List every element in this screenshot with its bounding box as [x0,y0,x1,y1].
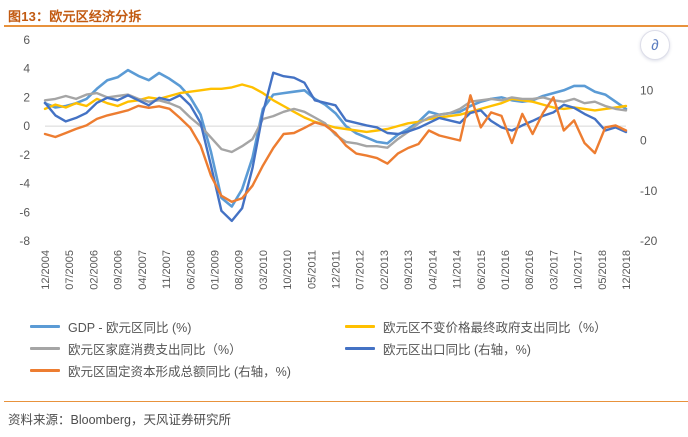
x-axis-label: 10/2017 [573,250,585,290]
legend: GDP - 欧元区同比 (%) 欧元区不变价格最终政府支出同比（%） 欧元区家庭消费… [30,318,678,379]
series-line [43,94,628,204]
x-axis-label: 06/2008 [185,250,197,290]
left-axis-tick: -4 [19,177,30,191]
x-axis-label: 02/2013 [379,250,391,290]
x-axis-label: 04/2014 [427,250,439,290]
right-axis-tick: -20 [640,234,658,248]
left-axis-tick: -6 [19,205,30,219]
x-axis-label: 05/2018 [597,250,609,290]
data-source: 资料来源：Bloomberg，天风证券研究所 [8,413,231,427]
right-axis-tick: 0 [640,134,647,148]
x-axis-label: 07/2005 [64,250,76,290]
left-axis-tick: -8 [19,234,30,248]
legend-item: 欧元区家庭消费支出同比（%） [30,340,345,357]
left-axis-tick: 6 [23,33,30,47]
legend-item: 欧元区出口同比 (右轴，%) [345,340,678,357]
left-axis-tick: -2 [19,148,30,162]
link-icon-glyph: ∂ [651,36,659,54]
legend-item: 欧元区不变价格最终政府支出同比（%） [345,318,678,335]
legend-item: 欧元区固定资本形成总额同比 (右轴，%) [30,362,345,379]
x-axis-label: 12/2018 [621,250,633,290]
left-axis-tick: 4 [23,62,30,76]
x-axis-label: 08/2009 [234,250,246,290]
x-axis-label: 10/2010 [282,250,294,290]
x-axis-label: 01/2009 [209,250,221,290]
legend-item-label: GDP - 欧元区同比 (%) [68,320,192,335]
legend-item-label: 欧元区家庭消费支出同比（%） [68,342,242,357]
series-line [43,71,628,223]
legend-item-label: 欧元区不变价格最终政府支出同比（%） [383,320,607,335]
legend-marker [345,324,375,328]
x-axis-label: 06/2015 [476,250,488,290]
legend-item: GDP - 欧元区同比 (%) [30,318,345,335]
x-axis-label: 12/2004 [40,250,52,290]
x-axis-label: 12/2011 [331,250,343,289]
line-chart: 6 4 2 0 -2 -4 -6 -8 10 0 -10 -20 12/2004 07/2005 02/20… [19,33,658,290]
x-axis-label: 08/2016 [524,250,536,290]
series-line [43,68,628,208]
x-axis-label: 11/2007 [161,250,173,289]
legend-item-label: 欧元区出口同比 (右轴，%) [383,342,531,357]
title-underline [4,25,688,27]
legend-item-label: 欧元区固定资本形成总额同比 (右轴，%) [68,364,291,379]
legend-marker [30,346,60,350]
x-axis-label: 03/2017 [548,250,560,290]
x-axis-label: 01/2016 [500,250,512,290]
chart-area: 6 4 2 0 -2 -4 -6 -8 10 0 -10 -20 12/2004 07/2005 02/20… [0,30,688,312]
right-axis-tick: -10 [640,184,658,198]
floating-link-icon[interactable]: ∂ [640,30,670,60]
x-axis-label: 02/2006 [88,250,100,290]
x-axis-label: 03/2010 [258,250,270,290]
right-axis-tick: 10 [640,83,654,97]
x-axis-label: 07/2012 [355,250,367,290]
x-axis-label: 05/2011 [306,250,318,289]
figure-title: 图13：欧元区经济分拆 [8,9,142,24]
left-axis-tick: 0 [23,119,30,133]
x-axis-label: 09/2013 [403,250,415,290]
left-axis-tick: 2 [23,90,30,104]
x-axis-label: 09/2006 [113,250,125,290]
x-axis-label: 04/2007 [137,250,149,290]
legend-marker [30,324,60,328]
x-axis-label: 11/2014 [452,250,464,289]
legend-marker [30,368,60,372]
legend-marker [345,346,375,350]
footer-rule [4,401,688,402]
